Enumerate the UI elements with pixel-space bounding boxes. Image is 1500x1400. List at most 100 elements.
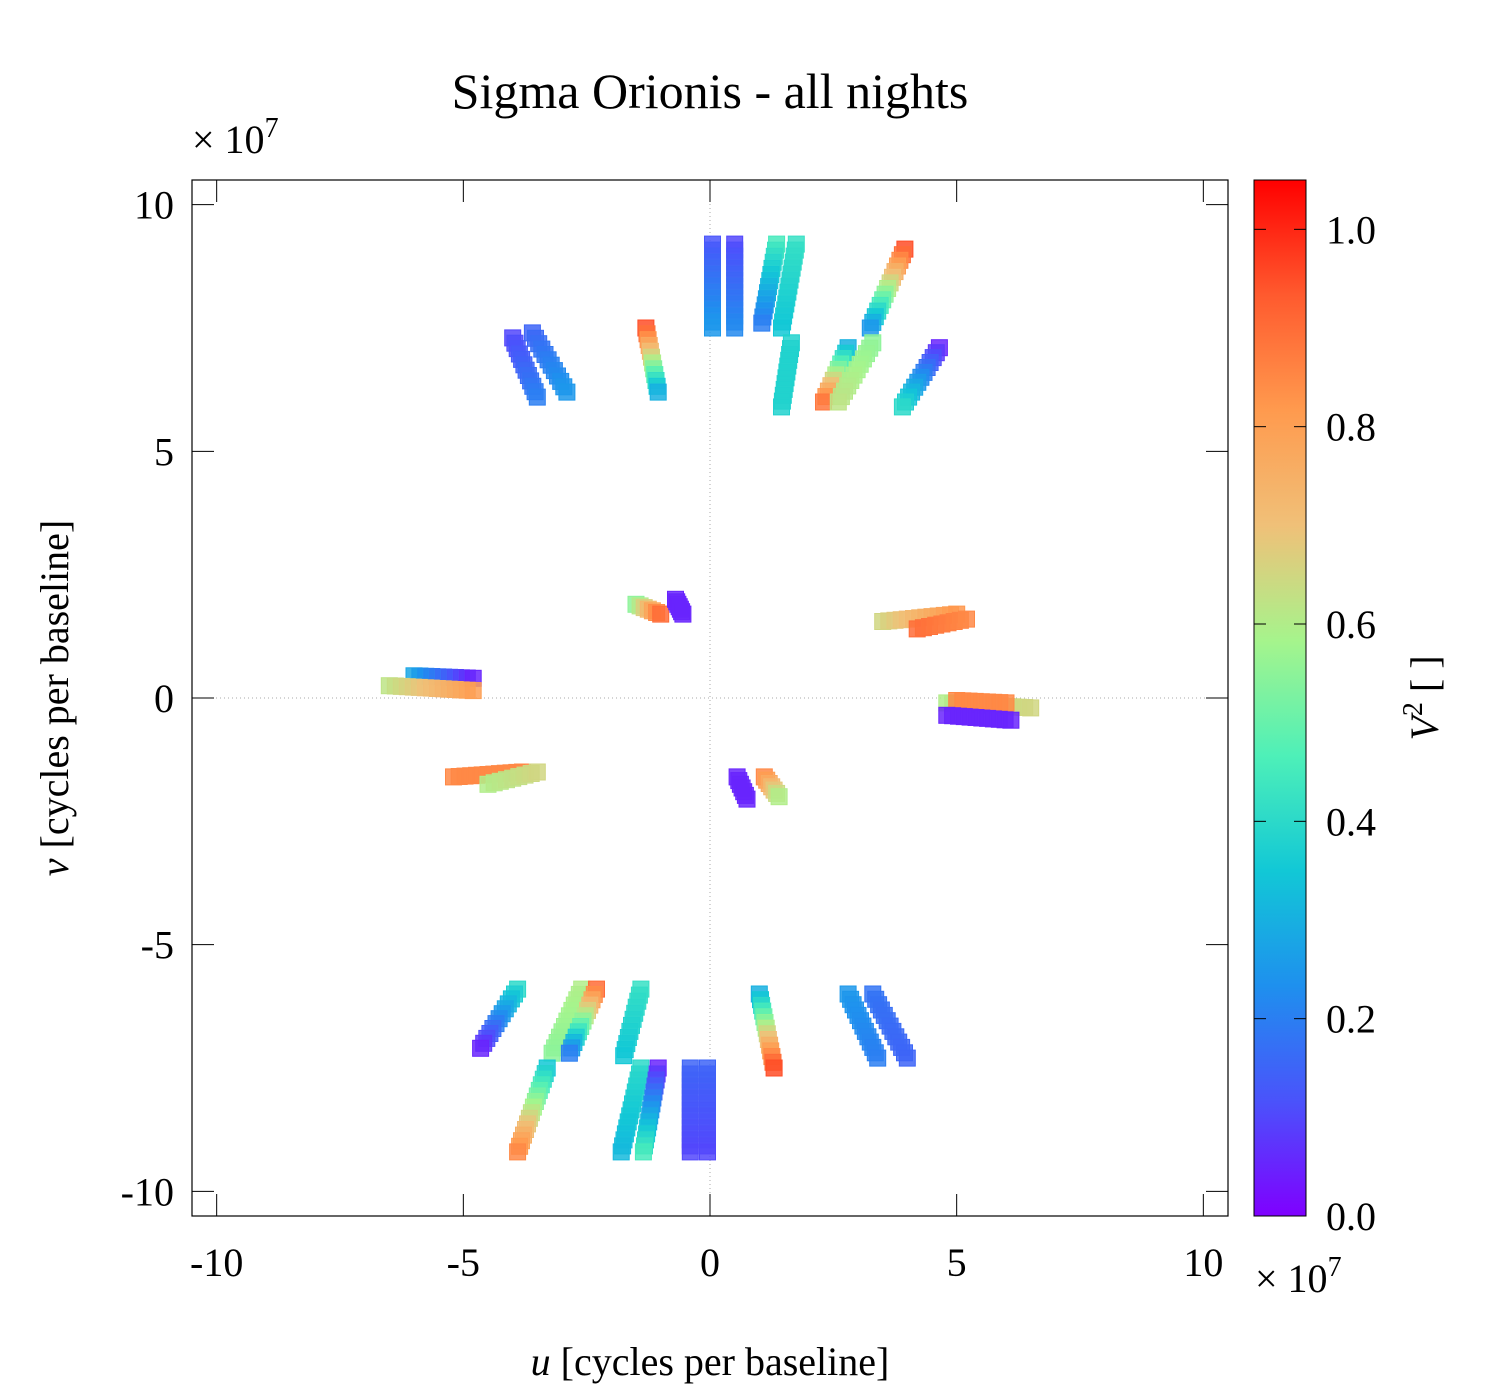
uv-point — [649, 383, 667, 401]
uv-point — [704, 319, 721, 337]
colorbar — [1253, 179, 1307, 1217]
x-tick-label: 5 — [947, 1240, 967, 1285]
uv-point — [893, 398, 911, 416]
uv-track — [523, 324, 576, 401]
uv-point — [726, 319, 744, 337]
uv-track — [861, 240, 914, 337]
y-axis-ticks: -10 -5 0 5 10 — [121, 183, 1228, 1214]
colorbar-ticks: 0.0 0.2 0.4 0.6 0.8 1.0 — [1254, 207, 1376, 1239]
x-tick-label: 10 — [1183, 1240, 1223, 1285]
uv-track — [667, 590, 692, 623]
uv-point — [558, 383, 576, 401]
uv-point — [753, 314, 771, 332]
uv-point — [634, 1143, 652, 1161]
x-axis-label-text: [cycles per baseline] — [551, 1339, 890, 1384]
uv-point — [528, 388, 546, 406]
y-axis-label-text: [cycles per baseline] — [32, 520, 77, 859]
uv-track — [864, 985, 916, 1067]
colorbar-tick-label: 0.0 — [1326, 1194, 1376, 1239]
uv-point — [958, 610, 975, 628]
uv-track — [704, 235, 721, 337]
x-axis-label: u [cycles per baseline] — [531, 1339, 890, 1384]
uv-point — [815, 393, 832, 411]
y-tick-label: 5 — [154, 429, 174, 474]
uv-track — [380, 677, 482, 700]
uv-track — [699, 1059, 716, 1161]
y-axis-multiplier-prefix: × 10 — [192, 117, 265, 162]
uv-track — [612, 1059, 650, 1161]
colorbar-tick-label: 0.2 — [1326, 997, 1376, 1042]
uv-point — [997, 694, 1015, 712]
uv-point — [612, 1143, 630, 1161]
uv-track — [627, 595, 670, 623]
uv-track — [815, 339, 857, 411]
uv-track — [773, 334, 800, 416]
uv-point — [861, 319, 879, 337]
y-axis-label-var: v — [32, 858, 77, 876]
y-tick-label: -10 — [121, 1169, 174, 1214]
uv-track — [753, 235, 786, 332]
uv-track — [509, 1059, 556, 1161]
x-tick-label: -10 — [190, 1240, 243, 1285]
uv-point — [543, 1044, 561, 1062]
uv-point — [773, 398, 790, 416]
uv-point — [765, 1059, 783, 1077]
uv-track — [726, 235, 744, 337]
uv-point — [464, 682, 482, 700]
uv-point — [652, 605, 670, 623]
uv-tracks — [380, 235, 1040, 1161]
uv-point — [472, 1039, 490, 1057]
colorbar-tick-label: 0.4 — [1326, 799, 1376, 844]
uv-point — [869, 1049, 887, 1067]
uv-point — [1022, 699, 1040, 717]
uv-track — [829, 334, 882, 411]
y-tick-label: 0 — [154, 676, 174, 721]
uv-point — [1002, 711, 1020, 729]
colorbar-label-sup: 2 — [1398, 702, 1429, 716]
uv-track — [472, 980, 527, 1057]
uv-point — [674, 605, 692, 623]
chart-title: Sigma Orionis - all nights — [452, 63, 969, 119]
uv-track — [634, 1059, 667, 1161]
uv-track — [615, 980, 650, 1065]
uv-track — [755, 768, 788, 806]
x-tick-label: 0 — [700, 1240, 720, 1285]
uv-point — [615, 1047, 633, 1065]
uv-track — [750, 985, 783, 1077]
colorbar-tick-label: 0.8 — [1326, 405, 1376, 450]
uv-track — [560, 980, 605, 1062]
y-axis-label: v [cycles per baseline] — [32, 520, 77, 876]
uv-point — [681, 1143, 699, 1161]
y-tick-label: -5 — [141, 923, 174, 968]
uv-track — [893, 339, 948, 416]
uv-point — [773, 319, 790, 337]
uv-point — [829, 393, 847, 411]
uv-track — [681, 1059, 699, 1161]
uv-point — [738, 790, 756, 808]
y-tick-label: 10 — [134, 183, 174, 228]
colorbar-tick-label: 0.6 — [1326, 602, 1376, 647]
x-axis-ticks: -10 -5 0 5 10 — [190, 180, 1223, 1285]
uv-track — [504, 329, 546, 406]
uv-point — [770, 788, 788, 806]
zero-lines — [192, 180, 1228, 1216]
x-axis-label-var: u — [531, 1339, 551, 1384]
colorbar-label-var: V — [1402, 712, 1447, 741]
x-tick-label: -5 — [447, 1240, 480, 1285]
uv-point — [509, 1143, 527, 1161]
uv-track — [773, 235, 805, 337]
colorbar-label-text: [ ] — [1402, 655, 1447, 702]
uv-track — [479, 763, 546, 793]
y-axis-multiplier: × 107 — [192, 113, 279, 162]
uv-point — [528, 763, 546, 781]
uv-point — [560, 1044, 578, 1062]
x-axis-multiplier-exp: 7 — [1328, 1252, 1342, 1283]
colorbar-label: V2 [ ] — [1398, 655, 1447, 740]
uv-point — [699, 1143, 716, 1161]
x-axis-multiplier: × 107 — [1255, 1252, 1342, 1301]
uv-track — [938, 706, 1020, 729]
uv-track — [839, 985, 887, 1067]
y-axis-multiplier-exp: 7 — [265, 113, 279, 144]
uv-track — [908, 610, 975, 638]
